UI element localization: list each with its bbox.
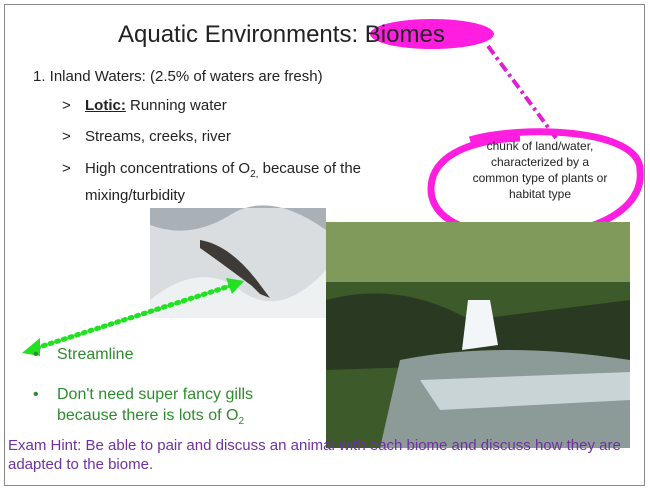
adaptation: Don't need super fancy gills because the… (57, 384, 307, 432)
subscript: 2 (238, 416, 244, 427)
bullet-marker: > (62, 95, 71, 116)
intro: 1. Inland Waters: (2.5% of waters are fr… (33, 66, 323, 87)
title-text: Aquatic Environments: (118, 21, 365, 48)
bullet-marker: • (33, 384, 39, 405)
bullet: Streams, creeks, river (85, 126, 231, 147)
exam-hint: Exam Hint: Be able to pair and discuss a… (8, 436, 638, 474)
slide: Aquatic Environments: Biomes 1. Inland W… (0, 0, 650, 491)
adaptation-text: Don't need super fancy gills because the… (57, 386, 253, 424)
bullet: High concentrations of O2, because of th… (85, 158, 405, 206)
term: Lotic: (85, 97, 126, 114)
bullet-marker: • (33, 344, 39, 365)
annotation: chunk of land/water, characterized by a … (470, 138, 610, 202)
bullet: Lotic: Running water (85, 95, 227, 116)
bullet-text: High concentrations of O (85, 160, 250, 177)
waterfall-photo (326, 222, 630, 448)
pointer-line (488, 46, 556, 138)
slide-title: Aquatic Environments: Biomes (118, 20, 445, 50)
bullet-marker: > (62, 126, 71, 147)
adaptation: Streamline (57, 344, 133, 365)
title-highlight: Biomes (365, 21, 445, 48)
bullet-text: Running water (126, 97, 227, 114)
bullet-marker: > (62, 158, 71, 179)
